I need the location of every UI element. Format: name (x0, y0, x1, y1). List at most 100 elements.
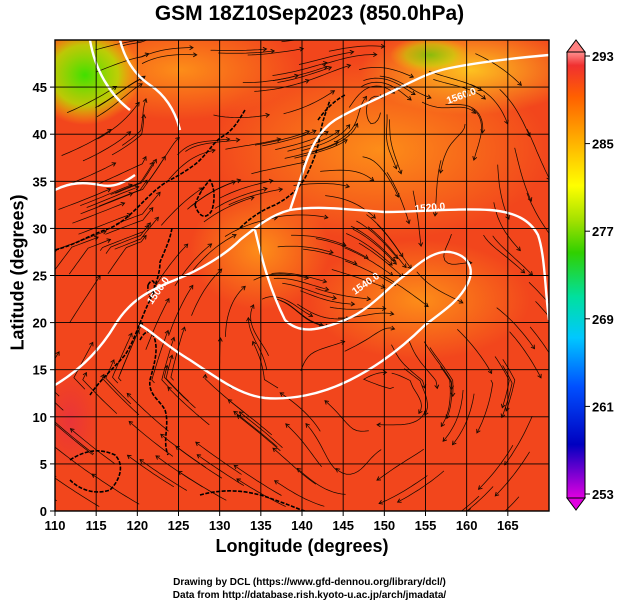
streamline (242, 74, 299, 83)
streamline (161, 187, 204, 226)
streamline (408, 340, 438, 389)
streamline-arrow (322, 61, 328, 66)
streamline-arrow (236, 178, 242, 184)
streamline (55, 499, 58, 502)
streamline (64, 162, 116, 187)
streamline-arrow (323, 65, 328, 70)
streamline-arrow (167, 386, 172, 392)
streamline (272, 214, 328, 219)
streamline-arrow (304, 275, 310, 280)
streamline-arrow (161, 155, 166, 161)
streamline-arrow (187, 28, 191, 32)
streamline-arrow (91, 473, 97, 478)
streamline-arrow (458, 299, 464, 304)
colorbar-label: 285 (592, 137, 614, 152)
streamline (280, 300, 330, 327)
streamline-arrow (183, 243, 189, 249)
streamline-arrow (477, 485, 483, 490)
streamline-arrow (451, 440, 457, 446)
streamline (128, 421, 174, 457)
streamline (126, 393, 169, 432)
streamline (284, 141, 339, 159)
streamline (105, 359, 132, 405)
streamline (497, 164, 510, 220)
streamline (320, 169, 374, 181)
streamline (416, 271, 463, 304)
streamline (110, 162, 154, 195)
x-tick-label: 155 (415, 518, 437, 533)
streamline (366, 95, 383, 125)
streamline (233, 465, 282, 496)
streamline-arrow (332, 295, 337, 301)
streamline (504, 496, 520, 511)
streamline-arrow (390, 325, 396, 331)
x-tick-label: 130 (209, 518, 231, 533)
streamline (324, 400, 369, 432)
streamline-arrow (346, 63, 352, 69)
y-tick-label: 20 (33, 316, 47, 331)
streamline-arrow (551, 237, 555, 241)
streamline-arrow (350, 301, 356, 307)
streamline-arrow (305, 423, 310, 428)
streamline (391, 372, 422, 414)
streamline (121, 40, 149, 47)
streamline-arrow (231, 233, 237, 239)
streamline-arrow (371, 214, 376, 219)
streamline-arrow (188, 284, 194, 290)
streamline-arrow (146, 222, 151, 227)
streamline-arrow (142, 98, 148, 103)
streamline-arrow (330, 90, 336, 95)
streamline (165, 355, 189, 402)
streamline (412, 190, 422, 247)
streamline (91, 473, 140, 505)
streamline-arrow (481, 95, 486, 100)
streamline (305, 423, 337, 471)
streamline (457, 329, 492, 374)
streamline-arrow (139, 459, 145, 464)
streamline-arrow (363, 254, 369, 259)
streamline-arrow (285, 423, 290, 428)
streamline-arrow (527, 197, 533, 202)
x-axis-label: Longitude (degrees) (215, 536, 389, 556)
x-tick-label: 140 (291, 518, 313, 533)
streamline (219, 180, 273, 199)
streamline-arrow (530, 344, 536, 350)
streamline-arrow (111, 162, 117, 167)
grid-lines (55, 40, 549, 511)
streamline-arrow (381, 306, 387, 311)
contour-line (88, 40, 131, 111)
streamline-arrow (558, 369, 562, 373)
streamline (359, 67, 414, 78)
streamline-arrow (517, 81, 522, 86)
streamline-arrow (106, 238, 112, 243)
streamline (328, 45, 385, 52)
y-axis-ticks: 0 5 10 15 20 25 30 35 40 45 (33, 80, 55, 519)
streamline (203, 196, 255, 223)
y-tick-label: 25 (33, 269, 47, 284)
streamline-arrow (392, 260, 397, 265)
streamline (475, 53, 522, 86)
streamline-arrow (396, 498, 402, 503)
streamline-arrow (328, 249, 334, 255)
streamline-arrow (135, 101, 140, 107)
streamline-arrow (516, 246, 521, 252)
streamline-arrow (432, 212, 438, 217)
streamline (239, 411, 283, 448)
streamline (352, 228, 397, 265)
streamline (360, 81, 412, 101)
streamline-arrow (196, 454, 202, 459)
streamline (291, 234, 346, 246)
streamline (80, 184, 133, 207)
streamline-arrow (500, 403, 506, 409)
streamline-arrow (112, 86, 118, 91)
streamline (70, 428, 115, 464)
streamline (294, 139, 348, 159)
streamline (272, 62, 328, 76)
streamline-arrow (373, 52, 378, 57)
streamline (356, 220, 398, 259)
streamline (119, 322, 143, 375)
streamline-arrow (138, 83, 143, 88)
colorbar-label: 269 (592, 312, 614, 327)
coastline-new-guinea (199, 490, 306, 511)
streamline (344, 247, 394, 276)
